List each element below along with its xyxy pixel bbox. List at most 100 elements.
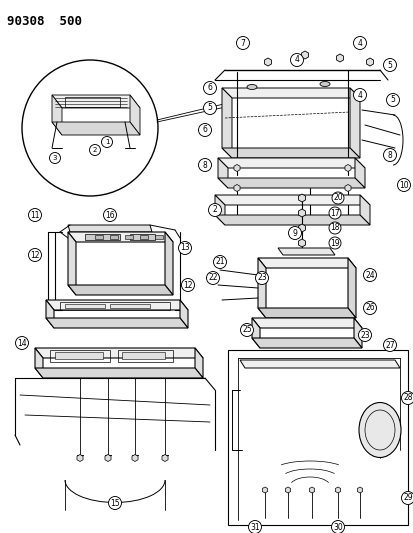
Circle shape [353,88,366,101]
Polygon shape [257,258,266,318]
Circle shape [103,208,116,222]
Circle shape [208,204,221,216]
Circle shape [248,521,261,533]
Circle shape [353,36,366,50]
Circle shape [255,271,268,285]
Polygon shape [354,158,364,188]
Polygon shape [35,348,202,358]
Text: 22: 22 [208,273,217,282]
Ellipse shape [319,82,329,86]
Text: 4: 4 [294,55,299,64]
Polygon shape [165,232,173,295]
Ellipse shape [247,85,256,90]
Polygon shape [252,338,361,348]
Circle shape [363,302,375,314]
Polygon shape [359,195,369,225]
Bar [130,234,154,240]
Bar [110,235,118,239]
Polygon shape [214,195,369,205]
Circle shape [198,158,211,172]
Circle shape [290,53,303,67]
Polygon shape [68,225,152,232]
Circle shape [28,208,41,222]
Polygon shape [252,318,259,348]
Circle shape [386,93,399,107]
Circle shape [206,271,219,285]
Polygon shape [68,285,173,295]
Text: 5: 5 [389,95,394,104]
Circle shape [15,336,28,350]
Polygon shape [240,360,399,368]
Circle shape [240,324,253,336]
Text: 24: 24 [364,271,374,279]
Text: 19: 19 [330,238,339,247]
Polygon shape [195,348,202,378]
Bar [65,97,120,107]
Circle shape [181,279,194,292]
Text: 18: 18 [330,223,339,232]
Polygon shape [46,318,188,328]
Text: 8: 8 [202,160,207,169]
Text: 15: 15 [110,498,119,507]
Circle shape [401,491,413,505]
Text: 2: 2 [212,206,217,214]
Circle shape [328,237,340,249]
Text: 12: 12 [183,280,192,289]
Polygon shape [218,158,364,168]
Polygon shape [277,248,334,255]
Bar [118,350,173,362]
Bar [60,302,170,310]
Text: 17: 17 [330,208,339,217]
Text: 3: 3 [52,155,57,161]
Text: 11: 11 [30,211,40,220]
Polygon shape [35,368,202,378]
Polygon shape [130,95,140,135]
Text: 21: 21 [215,257,224,266]
Polygon shape [52,95,140,108]
Polygon shape [68,232,173,242]
Polygon shape [46,300,188,310]
Polygon shape [35,348,43,378]
Circle shape [178,241,191,254]
Polygon shape [218,158,228,188]
Text: 16: 16 [105,211,114,220]
Bar [154,235,163,239]
Text: 2: 2 [93,147,97,153]
Circle shape [363,269,375,281]
Ellipse shape [358,402,400,457]
Polygon shape [252,318,361,328]
Circle shape [288,227,301,239]
Text: 5: 5 [387,61,392,69]
Polygon shape [180,300,188,328]
Polygon shape [46,300,54,328]
Polygon shape [257,308,355,318]
Bar [50,350,110,362]
Polygon shape [218,178,364,188]
Circle shape [101,136,112,148]
Polygon shape [221,148,359,158]
Text: 10: 10 [398,181,408,190]
Bar [65,304,105,308]
Text: 4: 4 [357,38,361,47]
Circle shape [331,192,343,204]
Polygon shape [349,88,359,158]
Bar [85,234,120,240]
Bar [55,352,103,359]
Circle shape [382,338,396,351]
Text: 12: 12 [30,251,40,260]
Text: 29: 29 [402,494,412,503]
Bar [122,352,165,359]
Bar [140,235,147,239]
Polygon shape [52,95,62,135]
Polygon shape [221,88,231,158]
Text: 7: 7 [240,38,245,47]
Circle shape [198,124,211,136]
Circle shape [50,152,60,164]
Circle shape [89,144,100,156]
Text: 26: 26 [364,303,374,312]
Circle shape [382,149,396,161]
Text: 8: 8 [387,150,392,159]
Circle shape [28,248,41,262]
Bar [125,235,133,239]
Polygon shape [52,122,140,135]
